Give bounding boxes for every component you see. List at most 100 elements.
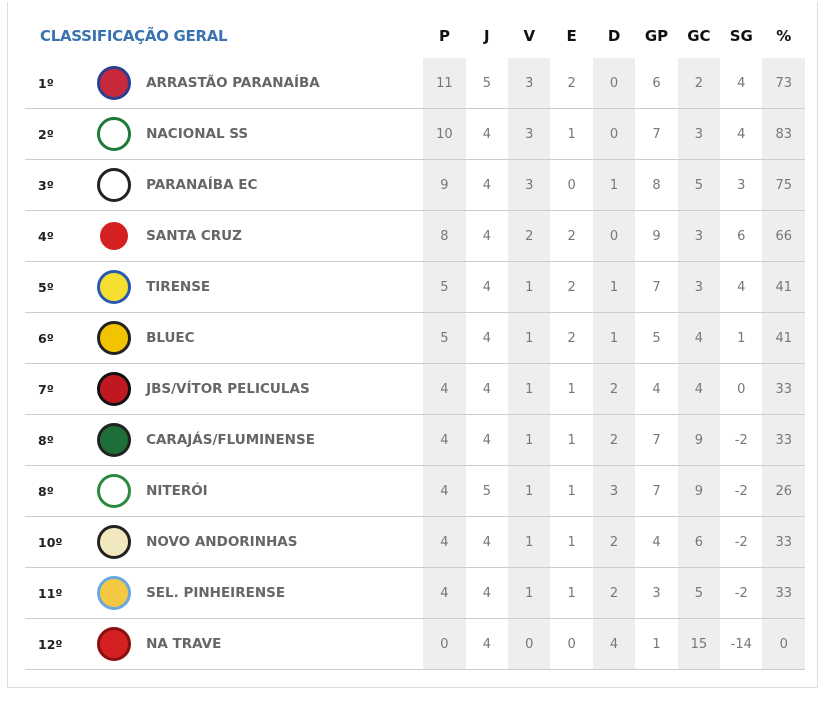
stat-J: 4 <box>465 567 509 619</box>
stat-SG: 3 <box>720 159 763 211</box>
stat-P: 11 <box>423 58 466 109</box>
column-header: P <box>438 27 450 45</box>
stat-V: 1 <box>508 261 551 313</box>
team-logo-icon <box>96 627 131 661</box>
table-row: 6º BLUEC 5 4 1 2 1 5 4 1 41 <box>25 312 805 364</box>
stat-V: 3 <box>508 108 551 160</box>
table-row: 4º SANTA CRUZ 8 4 2 2 0 9 3 6 66 <box>25 210 805 262</box>
team-name[interactable]: NACIONAL SS <box>146 108 424 160</box>
stat-P: 4 <box>423 414 466 466</box>
stat-V: 1 <box>508 516 551 568</box>
stat-P: 0 <box>423 618 466 670</box>
stat-%: 41 <box>762 261 805 313</box>
position: 8º <box>25 414 82 466</box>
stat-%: 26 <box>762 465 805 517</box>
position: 8º <box>25 465 82 517</box>
stat-GP: 7 <box>635 108 678 160</box>
stat-GC: 2 <box>677 58 721 109</box>
team-name[interactable]: SEL. PINHEIRENSE <box>146 567 424 619</box>
team-name[interactable]: PARANAÍBA EC <box>146 159 424 211</box>
team-logo-icon <box>96 168 131 202</box>
stat-SG: 4 <box>720 261 763 313</box>
position: 4º <box>25 210 82 262</box>
team-logo-icon <box>96 66 131 100</box>
stat-SG: -14 <box>720 618 763 670</box>
stat-E: 1 <box>550 516 593 568</box>
team-logo-icon <box>96 474 131 508</box>
stat-GP: 9 <box>635 210 678 262</box>
stat-GP: 3 <box>635 567 678 619</box>
stat-P: 8 <box>423 210 466 262</box>
position: 6º <box>25 312 82 364</box>
team-name[interactable]: NITERÓI <box>146 465 424 517</box>
stat-V: 3 <box>508 58 551 109</box>
position: 12º <box>25 618 82 670</box>
stat-P: 4 <box>423 567 466 619</box>
stat-SG: -2 <box>720 567 763 619</box>
stat-%: 33 <box>762 516 805 568</box>
stat-GC: 5 <box>677 159 721 211</box>
stat-GC: 9 <box>677 414 721 466</box>
position: 5º <box>25 261 82 313</box>
stat-J: 4 <box>465 210 509 262</box>
stat-GC: 15 <box>677 618 721 670</box>
stat-J: 4 <box>465 363 509 415</box>
stat-V: 1 <box>508 414 551 466</box>
stat-E: 0 <box>550 159 593 211</box>
stat-J: 4 <box>465 261 509 313</box>
column-header: SG <box>729 27 753 45</box>
team-name[interactable]: JBS/VÍTOR PELICULAS <box>146 363 424 415</box>
column-header: GC <box>687 27 711 45</box>
stat-P: 5 <box>423 312 466 364</box>
column-header: GP <box>644 27 669 45</box>
team-name[interactable]: NOVO ANDORINHAS <box>146 516 424 568</box>
stat-%: 0 <box>762 618 805 670</box>
stat-J: 4 <box>465 516 509 568</box>
stat-GP: 4 <box>635 363 678 415</box>
team-name[interactable]: ARRASTÃO PARANAÍBA <box>146 58 424 109</box>
stat-J: 4 <box>465 159 509 211</box>
stat-GP: 1 <box>635 618 678 670</box>
team-name[interactable]: NA TRAVE <box>146 618 424 670</box>
team-logo-icon <box>96 117 131 151</box>
stat-%: 66 <box>762 210 805 262</box>
team-name[interactable]: TIRENSE <box>146 261 424 313</box>
table-row: 3º PARANAÍBA EC 9 4 3 0 1 8 5 3 75 <box>25 159 805 211</box>
stat-J: 4 <box>465 312 509 364</box>
team-logo-icon <box>96 270 131 304</box>
team-logo-icon <box>96 423 131 457</box>
column-header: % <box>776 27 792 45</box>
stat-D: 1 <box>592 312 636 364</box>
stat-GC: 5 <box>677 567 721 619</box>
team-name[interactable]: BLUEC <box>146 312 424 364</box>
stat-V: 2 <box>508 210 551 262</box>
team-logo-icon <box>96 576 131 610</box>
position: 7º <box>25 363 82 415</box>
stat-J: 4 <box>465 108 509 160</box>
stat-E: 1 <box>550 465 593 517</box>
table-row: 11º SEL. PINHEIRENSE 4 4 1 1 2 3 5 -2 33 <box>25 567 805 619</box>
team-name[interactable]: SANTA CRUZ <box>146 210 424 262</box>
position: 1º <box>25 58 82 109</box>
stat-%: 33 <box>762 363 805 415</box>
stat-J: 4 <box>465 618 509 670</box>
stat-E: 1 <box>550 414 593 466</box>
table-row: 10º NOVO ANDORINHAS 4 4 1 1 2 4 6 -2 33 <box>25 516 805 568</box>
stat-E: 2 <box>550 312 593 364</box>
stat-SG: 0 <box>720 363 763 415</box>
stat-D: 1 <box>592 159 636 211</box>
stat-V: 0 <box>508 618 551 670</box>
stat-D: 2 <box>592 414 636 466</box>
header-row: CLASSIFICAÇÃO GERAL P J V E D GP GC SG% <box>25 14 805 58</box>
stat-E: 2 <box>550 261 593 313</box>
stat-GC: 9 <box>677 465 721 517</box>
table-title: CLASSIFICAÇÃO GERAL <box>40 27 228 45</box>
stat-V: 1 <box>508 363 551 415</box>
stat-SG: 6 <box>720 210 763 262</box>
team-name[interactable]: CARAJÁS/FLUMINENSE <box>146 414 424 466</box>
table-row: 5º TIRENSE 5 4 1 2 1 7 3 4 41 <box>25 261 805 313</box>
stat-E: 1 <box>550 108 593 160</box>
stat-V: 3 <box>508 159 551 211</box>
stat-SG: 4 <box>720 108 763 160</box>
stat-GC: 3 <box>677 210 721 262</box>
